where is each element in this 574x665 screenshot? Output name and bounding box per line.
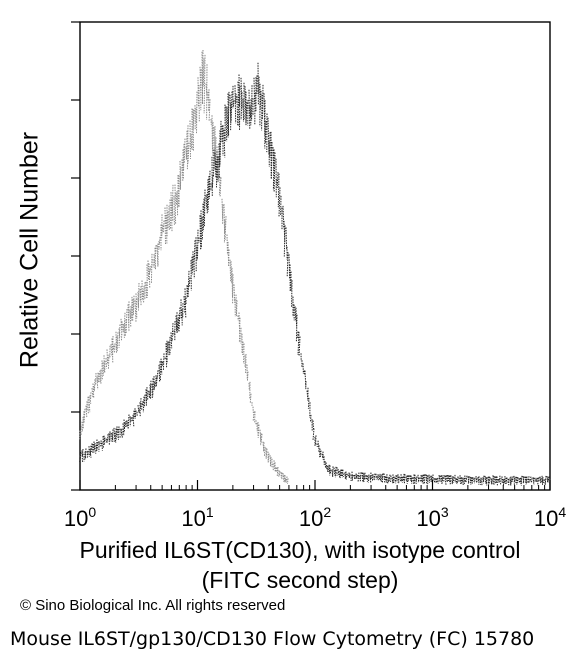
histogram-trace xyxy=(79,49,289,484)
histogram-trace xyxy=(79,62,551,486)
x-tick-label: 101 xyxy=(181,504,213,531)
x-axis-label-line2: (FITC second step) xyxy=(201,567,399,593)
x-tick-label: 104 xyxy=(534,504,566,531)
y-ticks xyxy=(71,21,80,491)
y-axis-label: Relative Cell Number xyxy=(15,131,44,369)
histogram-series xyxy=(79,49,551,486)
x-axis-label: Purified IL6ST(CD130), with isotype cont… xyxy=(20,535,574,595)
series-isotype-control xyxy=(79,49,289,484)
x-axis-label-line1: Purified IL6ST(CD130), with isotype cont… xyxy=(79,537,521,563)
x-tick-label: 100 xyxy=(64,504,96,531)
x-tick-label: 103 xyxy=(416,504,448,531)
plot-frame xyxy=(79,21,551,491)
series-IL6ST-stained xyxy=(79,62,551,486)
figure-caption: Mouse IL6ST/gp130/CD130 Flow Cytometry (… xyxy=(10,628,535,650)
x-tick-label: 102 xyxy=(299,504,331,531)
copyright-notice: © Sino Biological Inc. All rights reserv… xyxy=(20,597,286,614)
x-ticks: 100 101 102 103 104 xyxy=(64,480,566,531)
